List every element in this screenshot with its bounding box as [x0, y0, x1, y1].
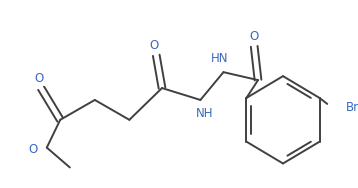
Text: O: O	[34, 72, 44, 85]
Text: Br: Br	[346, 101, 358, 114]
Text: O: O	[150, 39, 159, 52]
Text: O: O	[29, 143, 38, 156]
Text: NH: NH	[195, 107, 213, 120]
Text: O: O	[250, 30, 259, 43]
Text: HN: HN	[211, 52, 228, 65]
